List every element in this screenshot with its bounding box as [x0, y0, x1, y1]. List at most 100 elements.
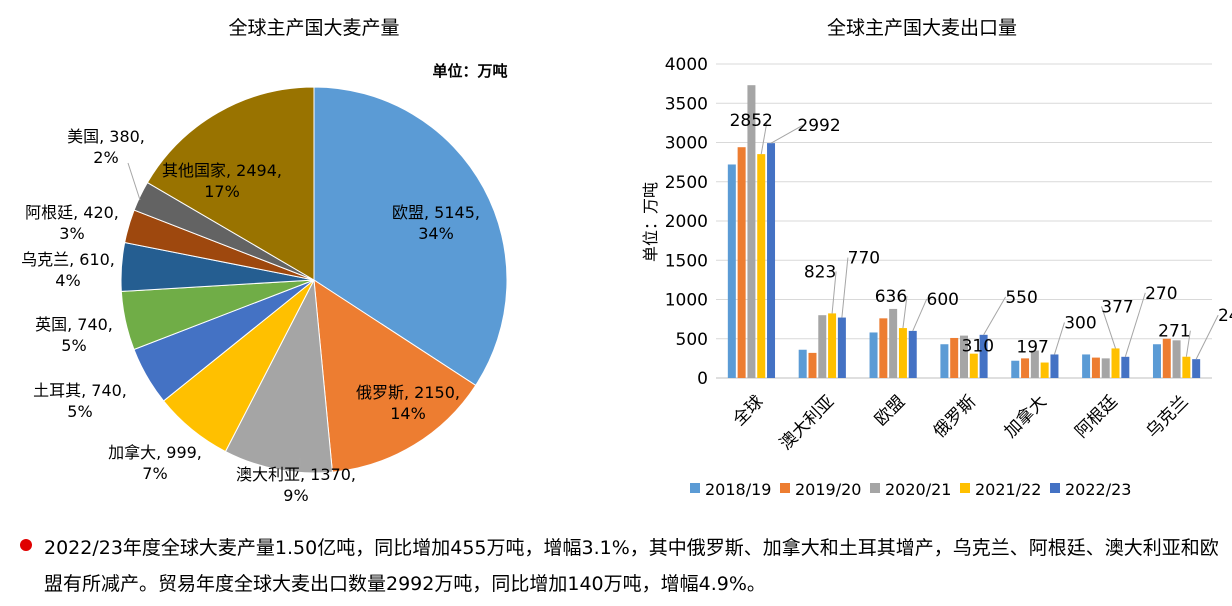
data-label: 270	[1145, 284, 1177, 304]
bar	[1192, 359, 1201, 378]
bar	[969, 353, 978, 378]
bar	[869, 332, 878, 378]
y-tick-label: 2000	[665, 212, 708, 232]
data-label-leader	[912, 298, 928, 332]
bar	[798, 349, 807, 378]
data-label-leader	[1053, 322, 1065, 355]
bar	[1152, 344, 1161, 378]
bar	[767, 143, 776, 378]
pie-slice	[146, 86, 315, 281]
y-tick-label: 3000	[665, 134, 708, 154]
legend-swatch	[960, 483, 970, 493]
x-tick-label: 全球	[729, 392, 767, 430]
data-label: 550	[1005, 288, 1037, 308]
data-label-leader	[983, 296, 1007, 336]
bar	[908, 330, 917, 378]
data-label-leader	[902, 296, 908, 329]
x-tick-label: 阿根廷	[1072, 392, 1122, 442]
export-bar-chart: 全球主产国大麦出口量 单位：万吨 0 500 1000 1500 2000 2500 300…	[641, 17, 1232, 499]
data-label: 770	[848, 249, 880, 269]
bar	[737, 147, 746, 378]
pie-slice-label: 美国, 380, 2%	[67, 127, 145, 167]
pie-slice-label: 土耳其, 740, 5%	[33, 381, 127, 421]
bar	[979, 334, 988, 378]
data-label: 2852	[730, 111, 773, 131]
bar	[1111, 348, 1120, 378]
y-tick-label: 500	[676, 330, 708, 350]
y-tick-label: 0	[697, 369, 708, 389]
bar	[747, 85, 756, 378]
pie-slice-label: 澳大利亚, 1370, 9%	[236, 465, 356, 505]
data-label: 2992	[797, 116, 840, 136]
legend-label: 2020/21	[885, 480, 951, 499]
bullet-icon	[20, 539, 32, 551]
bar	[727, 164, 736, 378]
bar	[1021, 358, 1030, 378]
pie-slice-label: 阿根廷, 420, 3%	[25, 203, 119, 243]
pie-slice-label: 欧盟, 5145, 34%	[392, 203, 480, 243]
data-label: 636	[875, 287, 907, 307]
y-tick-label: 1500	[665, 251, 708, 271]
y-tick-label: 2500	[665, 173, 708, 193]
pie-slice-label: 加拿大, 999, 7%	[108, 443, 202, 483]
data-label: 377	[1101, 297, 1133, 317]
production-pie-chart: 全球主产国大麦产量 单位：万吨 欧盟, 5145, 34% 俄罗斯, 2150, 14…	[21, 17, 508, 505]
data-label: 600	[927, 290, 959, 310]
legend-swatch	[780, 483, 790, 493]
pie-slice-label: 俄罗斯, 2150, 14%	[356, 383, 460, 423]
x-tick-label: 加拿大	[1000, 391, 1051, 442]
bar	[1050, 354, 1059, 378]
bar	[1172, 340, 1181, 378]
y-tick-label: 4000	[665, 55, 708, 75]
pie-chart-title: 全球主产国大麦产量	[228, 17, 399, 39]
data-label: 271	[1158, 322, 1190, 342]
data-label-leader	[841, 257, 849, 318]
bar	[808, 352, 817, 378]
bar	[837, 317, 846, 378]
data-label-leader	[1101, 306, 1116, 349]
pie-unit-note: 单位：万吨	[432, 62, 507, 80]
pie-slice	[313, 279, 477, 473]
bar	[950, 337, 959, 378]
bar	[1040, 362, 1049, 378]
data-label: 240	[1218, 306, 1232, 326]
bar	[1082, 354, 1091, 378]
bar	[1011, 360, 1020, 378]
data-label-leader	[831, 271, 837, 314]
x-tick-label: 俄罗斯	[930, 392, 980, 442]
legend-swatch	[690, 483, 700, 493]
legend-label: 2019/20	[795, 480, 861, 499]
legend-label: 2018/19	[705, 480, 771, 499]
data-label-leader	[770, 124, 804, 144]
data-label: 300	[1064, 313, 1096, 333]
bar	[889, 308, 898, 378]
data-label: 823	[804, 262, 836, 282]
bar	[757, 154, 766, 378]
data-label: 197	[1016, 338, 1048, 358]
pie-slice-label: 其他国家, 2494, 17%	[162, 161, 282, 201]
bar	[828, 313, 837, 378]
pie-leader-line	[127, 162, 141, 201]
legend-label: 2022/23	[1065, 480, 1131, 499]
pie-slice	[224, 278, 333, 474]
x-tick-label: 欧盟	[871, 392, 909, 430]
bar-chart-title: 全球主产国大麦出口量	[827, 17, 1017, 39]
data-label-leader	[1185, 330, 1191, 357]
x-tick-label: 澳大利亚	[776, 392, 838, 454]
pie-slice-label: 英国, 740, 5%	[35, 315, 113, 355]
data-label-leader	[1124, 292, 1146, 357]
bar	[1030, 350, 1039, 378]
data-label-leader	[760, 120, 768, 155]
bar	[1121, 356, 1130, 378]
legend-label: 2021/22	[975, 480, 1041, 499]
bar	[940, 344, 949, 378]
pie-slice	[313, 86, 508, 387]
bar	[1101, 358, 1110, 378]
pie-slice-label: 乌克兰, 610, 4%	[21, 250, 115, 290]
bar	[818, 315, 827, 378]
bar	[960, 335, 968, 378]
legend-swatch	[1050, 483, 1060, 493]
legend-swatch	[870, 483, 880, 493]
data-label: 310	[962, 337, 994, 357]
bar	[879, 318, 888, 378]
